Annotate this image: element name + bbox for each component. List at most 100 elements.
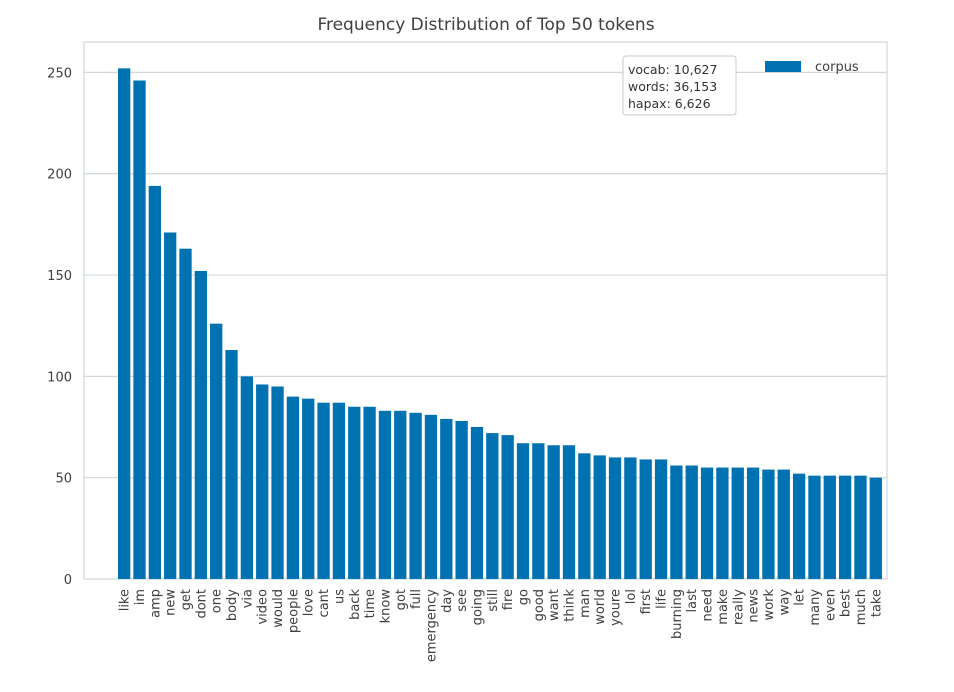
bar-got — [394, 410, 407, 579]
bar-people — [286, 396, 300, 579]
bar-work — [762, 469, 775, 579]
x-tick-label-amp: amp — [148, 589, 163, 618]
bar-know — [378, 410, 392, 579]
y-tick-label: 100 — [47, 370, 72, 385]
x-tick-label-day: day — [440, 589, 455, 613]
legend-label-corpus: corpus — [815, 60, 859, 75]
x-tick-label-world: world — [593, 589, 608, 625]
x-tick-label-think: think — [563, 589, 578, 622]
legend-swatch-corpus — [765, 61, 801, 72]
x-tick-label-even: even — [823, 589, 838, 621]
bar-even — [823, 475, 836, 579]
x-tick-label-video: video — [256, 589, 271, 625]
bar-fire — [501, 435, 514, 579]
x-tick-label-body: body — [225, 589, 240, 621]
x-tick-label-know: know — [378, 589, 393, 624]
bar-love — [302, 398, 315, 579]
bar-im — [133, 80, 146, 579]
bar-many — [808, 475, 821, 579]
x-tick-label-good: good — [532, 589, 547, 621]
bar-body — [225, 350, 238, 579]
x-tick-label-burning: burning — [670, 589, 685, 639]
bar-lol — [624, 457, 637, 579]
bar-really — [731, 467, 744, 579]
x-tick-label-man: man — [578, 589, 593, 618]
bar-way — [777, 469, 790, 579]
bar-via — [240, 376, 254, 579]
x-tick-label-way: way — [777, 589, 792, 616]
bar-life — [654, 459, 668, 579]
bar-us — [332, 402, 346, 579]
x-tick-label-new: new — [164, 589, 179, 616]
x-tick-label-would: would — [271, 589, 286, 628]
bar-last — [685, 465, 698, 579]
x-tick-label-like: like — [118, 589, 133, 611]
bar-youre — [608, 457, 622, 579]
x-tick-label-best: best — [839, 589, 854, 617]
x-axis-ticks: like im amp new get dont one body via video would p… — [118, 589, 885, 663]
x-tick-label-youre: youre — [609, 589, 624, 626]
x-tick-label-many: many — [808, 589, 823, 626]
x-tick-label-go: go — [516, 589, 531, 605]
bar-good — [532, 443, 545, 579]
bar-like — [118, 68, 131, 579]
y-axis-ticks: 0 50 100 150 200 250 — [47, 66, 72, 588]
x-tick-label-cant: cant — [317, 589, 332, 617]
bar-first — [639, 459, 652, 579]
y-tick-label: 250 — [47, 66, 72, 81]
x-tick-label-got: got — [394, 589, 409, 610]
y-tick-label: 150 — [47, 269, 72, 284]
bar-news — [746, 467, 760, 579]
x-tick-label-full: full — [409, 589, 424, 609]
bar-best — [838, 475, 852, 579]
stats-annotation: vocab: 10,627 words: 36,153 hapax: 6,626 — [622, 55, 737, 116]
bar-emergency — [424, 414, 438, 579]
bar-need — [700, 467, 714, 579]
x-tick-label-take: take — [869, 589, 884, 617]
x-tick-label-emergency: emergency — [424, 589, 439, 662]
bar-see — [455, 420, 468, 579]
x-tick-label-get: get — [179, 589, 194, 610]
bar-time — [363, 406, 376, 579]
x-tick-label-us: us — [332, 589, 347, 604]
bar-go — [516, 443, 530, 579]
x-tick-label-let: let — [793, 589, 808, 606]
x-tick-label-dont: dont — [194, 589, 209, 619]
x-tick-label-going: going — [470, 589, 485, 625]
x-tick-label-time: time — [363, 589, 378, 618]
x-tick-label-love: love — [302, 589, 317, 616]
bar-going — [470, 427, 484, 579]
stats-hapax: hapax: 6,626 — [628, 96, 711, 111]
y-tick-label: 200 — [47, 168, 72, 183]
bar-video — [256, 384, 269, 579]
bars — [118, 68, 882, 580]
x-tick-label-last: last — [685, 589, 700, 612]
chart-title: Frequency Distribution of Top 50 tokens — [317, 15, 654, 35]
bar-would — [271, 386, 284, 579]
bar-still — [486, 433, 499, 579]
bar-back — [348, 406, 361, 579]
bar-day — [440, 418, 453, 579]
x-tick-label-much: much — [854, 589, 869, 625]
x-tick-label-really: really — [731, 589, 746, 625]
x-tick-label-still: still — [486, 589, 501, 612]
stats-vocab: vocab: 10,627 — [628, 62, 717, 77]
x-tick-label-back: back — [348, 589, 363, 620]
bar-want — [547, 445, 560, 579]
y-tick-label: 0 — [64, 573, 72, 588]
bar-get — [179, 248, 192, 579]
bar-take — [869, 477, 882, 579]
x-tick-label-life: life — [655, 589, 670, 609]
bar-new — [164, 232, 177, 580]
x-tick-label-people: people — [286, 589, 301, 633]
bar-amp — [148, 185, 161, 579]
bar-make — [716, 467, 729, 579]
y-tick-label: 50 — [55, 472, 72, 487]
bar-full — [409, 412, 422, 579]
bar-much — [854, 475, 867, 579]
x-tick-label-make: make — [716, 589, 731, 625]
x-tick-label-news: news — [747, 589, 762, 623]
bar-think — [562, 445, 576, 579]
x-tick-label-see: see — [455, 589, 470, 612]
